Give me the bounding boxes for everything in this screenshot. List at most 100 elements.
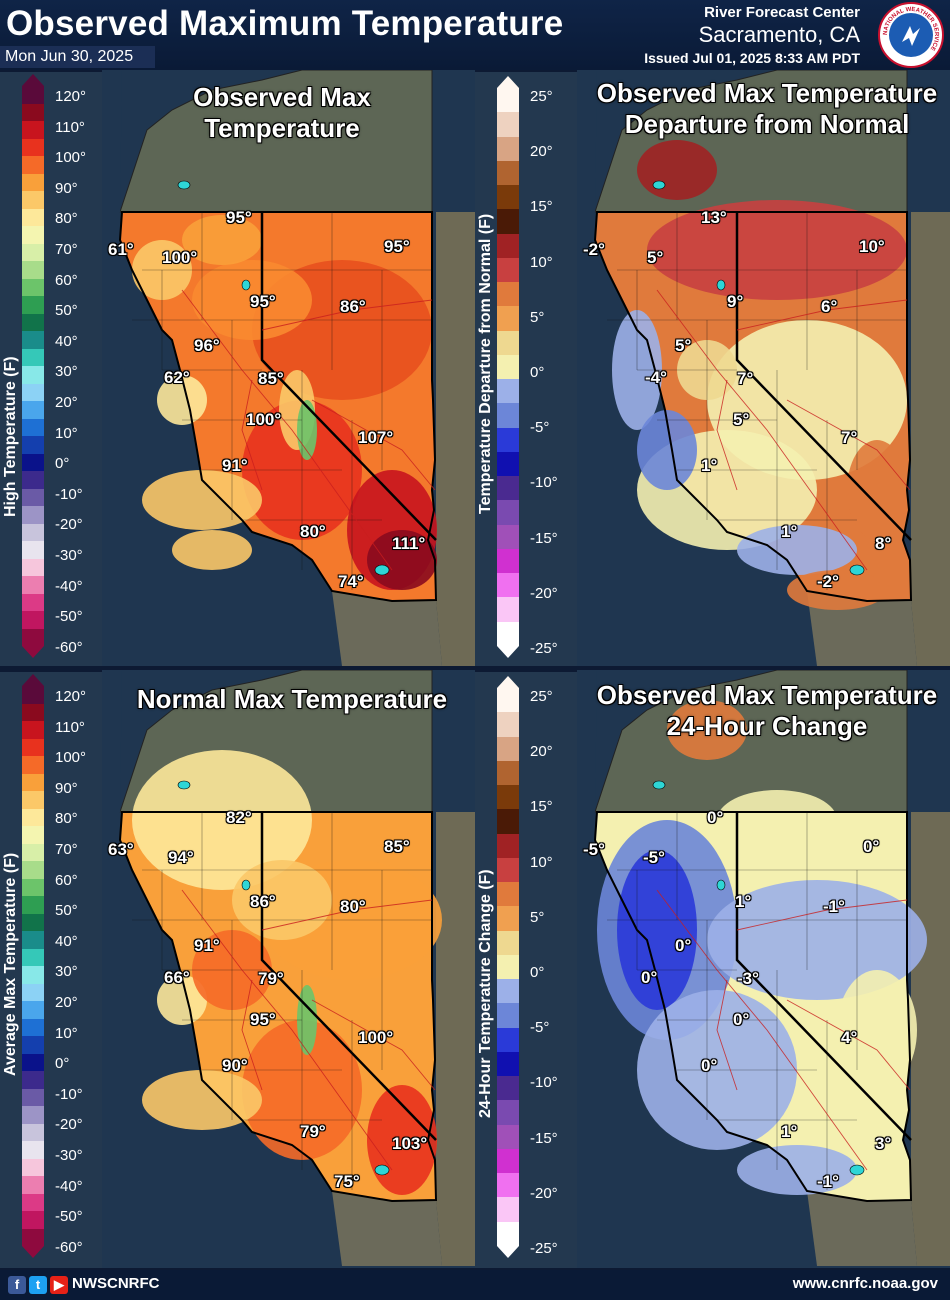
legend-tick-label: 110° <box>55 718 85 736</box>
lake <box>177 180 191 190</box>
website-link[interactable]: www.cnrfc.noaa.gov <box>792 1275 938 1292</box>
legend-tick-label: 25° <box>530 88 553 105</box>
color-scale-bar <box>497 88 519 646</box>
map-value-label: 0° <box>707 808 724 827</box>
temperature-region <box>637 140 717 200</box>
legend-tick-label: -60° <box>55 1238 83 1256</box>
map-value-label: 85° <box>384 837 410 856</box>
twitter-icon[interactable]: t <box>29 1276 47 1294</box>
lake <box>652 180 666 190</box>
scale-max-arrow <box>497 676 519 688</box>
legend-title: Average Max Temperature (F) <box>2 852 19 1076</box>
lake <box>849 564 865 576</box>
map-value-label: -1° <box>823 897 845 916</box>
normal-max-map: Normal Max Temperature 82° 63° 94° 85° 86° 80°… <box>102 670 475 1268</box>
legend-tick-label: -20° <box>55 516 83 534</box>
highway-line <box>736 299 908 331</box>
legend-tick-label: 0° <box>530 364 545 381</box>
color-scale-bar <box>22 86 44 646</box>
legend-tick-label: 5° <box>530 908 545 926</box>
lake <box>716 879 726 891</box>
legend-tick-label: 60° <box>55 271 78 289</box>
map-value-label: 1° <box>735 892 752 911</box>
observed-max-map: Observed Max Temperature 95° 61° 100° 95° 95° 8… <box>102 70 475 666</box>
legend-tick-label: -20° <box>55 1116 83 1134</box>
map-value-label: 86° <box>340 297 366 316</box>
highway-line <box>261 899 433 931</box>
legend-tick-label: -50° <box>55 608 83 626</box>
legend-tick-label: -10° <box>55 1085 83 1103</box>
legend-tick-label: -30° <box>55 547 83 564</box>
scale-max-arrow <box>22 74 44 86</box>
map-value-label: 95° <box>384 237 410 256</box>
legend-tick-label: 40° <box>55 932 78 950</box>
legend-tick-label: -60° <box>55 638 83 656</box>
legend-tick-label: 80° <box>55 810 78 828</box>
departure-legend: Temperature Departure from Normal (F) 25… <box>475 72 577 666</box>
issued-time: Issued Jul 01, 2025 8:33 AM PDT <box>644 50 860 66</box>
temperature-region <box>737 1145 857 1195</box>
legend-tick-label: 100° <box>55 149 87 167</box>
social-handle[interactable]: NWSCNRFC <box>72 1275 160 1292</box>
legend-tick-label: 110° <box>55 118 85 136</box>
change-map: Observed Max Temperature 24-Hour Change 0°… <box>577 670 950 1268</box>
legend-tick-label: -25° <box>530 1240 558 1257</box>
legend-tick-label: -15° <box>530 1129 558 1147</box>
map-value-label: -3° <box>737 969 759 988</box>
panel-title: Normal Max Temperature <box>112 684 472 715</box>
map-value-label: 95° <box>226 208 252 227</box>
map-graphic <box>577 670 950 1268</box>
map-value-label: 79° <box>258 969 284 988</box>
highway-line <box>311 999 436 1091</box>
scale-max-arrow <box>22 674 44 686</box>
legend-tick-label: 100° <box>55 749 87 767</box>
map-value-label: 91° <box>194 936 220 955</box>
temperature-region <box>367 530 437 590</box>
ca-nv-border <box>735 212 912 541</box>
map-value-label: -2° <box>583 240 605 259</box>
lake <box>374 1164 390 1176</box>
map-value-label: 95° <box>250 292 276 311</box>
temperature-region <box>707 880 927 1000</box>
map-value-label: 79° <box>300 1122 326 1141</box>
legend-tick-label: 10° <box>55 1024 78 1042</box>
map-value-label: 6° <box>821 297 838 316</box>
legend-tick-label: 30° <box>55 963 78 981</box>
facebook-icon[interactable]: f <box>8 1276 26 1294</box>
highway-line <box>786 999 911 1091</box>
legend-tick-label: -5° <box>530 1019 550 1037</box>
map-value-label: 91° <box>222 456 248 475</box>
map-value-label: 80° <box>340 897 366 916</box>
legend-tick-label: 0° <box>55 1055 70 1073</box>
legend-tick-label: 15° <box>530 198 553 216</box>
map-value-label: 13° <box>701 208 727 227</box>
map-value-label: 1° <box>781 1122 798 1141</box>
mexico-terrain <box>332 1191 442 1266</box>
highway-line <box>181 289 393 571</box>
legend-tick-label: 20° <box>55 394 78 411</box>
youtube-icon[interactable]: ▶ <box>50 1276 68 1294</box>
map-value-label: 0° <box>701 1056 718 1075</box>
map-value-label: 80° <box>300 522 326 541</box>
lake <box>374 564 390 576</box>
highway-line <box>261 299 433 331</box>
panel-title-line1: Observed Max Temperature <box>596 78 938 108</box>
lake <box>849 1164 865 1176</box>
legend-tick-label: -40° <box>55 577 83 595</box>
panel-title-line1: Normal Max Temperature <box>136 684 448 714</box>
legend-tick-label: 50° <box>55 902 78 920</box>
high-temp-legend: High Temperature (F) 120° 110° 100° 90° 80° 7… <box>0 72 102 666</box>
temperature-region <box>647 200 907 300</box>
legend-tick-label: 10° <box>530 253 553 271</box>
legend-tick-label: 20° <box>530 143 553 161</box>
panel-title-line1: Observed Max Temperature <box>596 680 938 710</box>
map-value-label: 10° <box>859 237 885 256</box>
map-value-label: 96° <box>194 336 220 355</box>
highway-line <box>656 889 868 1171</box>
temperature-region <box>232 860 332 940</box>
temperature-region <box>667 700 747 760</box>
map-value-label: 5° <box>675 336 692 355</box>
arizona-terrain <box>436 212 475 666</box>
color-scale-bar <box>497 688 519 1246</box>
panel-title-line2: Departure from Normal <box>624 109 910 139</box>
